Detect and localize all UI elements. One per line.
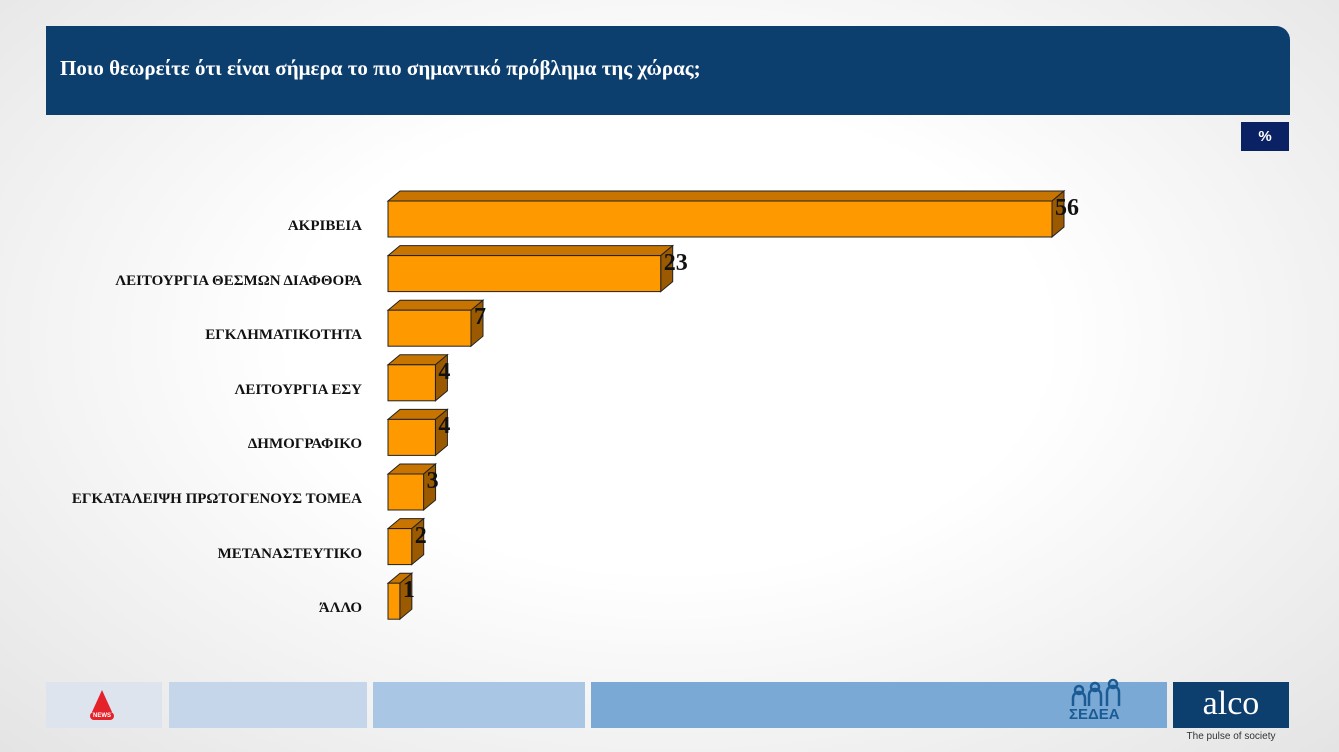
bar [387, 200, 1053, 238]
value-label: 56 [1055, 195, 1079, 221]
category-label: ΕΓΚΑΤΑΛΕΙΨΗ ΠΡΩΤΟΓΕΝΟΥΣ ΤΟΜΕΑ [42, 489, 362, 509]
alco-logo: alco [1202, 685, 1260, 722]
category-text: ΆΛΛΟ [318, 600, 362, 617]
bar-top [386, 190, 1066, 202]
chart-title: Ποιο θεωρείτε ότι είναι σήμερα το πιο ση… [60, 56, 701, 80]
category-label: ΛΕΙΤΟΥΡΓΙΑ ΘΕΣΜΩΝ ΔΙΑΦΘΟΡΑ [42, 271, 362, 291]
category-text: ΑΚΡΙΒΕΙΑ [287, 218, 362, 234]
category-label: ΑΚΡΙΒΕΙΑ [42, 216, 362, 236]
value-label: 4 [438, 413, 451, 440]
unit-label: % [1241, 122, 1289, 151]
news-logo: NEWS [93, 713, 111, 719]
bar [387, 364, 436, 402]
bar [387, 255, 662, 293]
footer-block: NEWS [46, 682, 162, 728]
category-label: ΛΕΙΤΟΥΡΓΙΑ ΕΣΥ [42, 380, 362, 400]
value-label: 1 [402, 577, 415, 604]
news-logo-icon [90, 690, 114, 720]
alco-logo-box: alco [1173, 682, 1289, 728]
bar-top [386, 299, 485, 311]
category-text: ΕΓΚΑΤΑΛΕΙΨΗ ΠΡΩΤΟΓΕΝΟΥΣ ΤΟΜΕΑ [71, 491, 362, 507]
bar [387, 582, 401, 620]
value-label: 2 [414, 522, 427, 549]
bar-top [386, 245, 675, 257]
category-text: ΕΓΚΛΗΜΑΤΙΚΟΤΗΤΑ [205, 327, 362, 344]
category-label: ΜΕΤΑΝΑΣΤΕΥΤΙΚΟ [42, 544, 362, 564]
footer-block [373, 682, 585, 728]
value-label: 4 [438, 358, 451, 385]
footer-block: ΣΕΔΕΑ [591, 678, 1167, 728]
sedea-icon [1071, 678, 1121, 706]
value-label: 7 [474, 304, 486, 331]
value-label: 3 [426, 468, 439, 494]
category-text: ΔΗΜΟΓΡΑΦΙΚΟ [247, 436, 362, 453]
sedea-logo: ΣΕΔΕΑ [1069, 706, 1120, 723]
bar [387, 309, 472, 347]
bar [387, 473, 425, 511]
value-label: 23 [663, 249, 688, 276]
category-label: ΆΛΛΟ [42, 598, 362, 618]
alco-tagline: The pulse of society [1186, 731, 1276, 742]
category-text: ΛΕΙΤΟΥΡΓΙΑ ΕΣΥ [234, 381, 362, 398]
bar [387, 528, 413, 566]
footer-block [169, 682, 367, 728]
category-label: ΕΓΚΛΗΜΑΤΙΚΟΤΗΤΑ [42, 325, 362, 345]
category-label: ΔΗΜΟΓΡΑΦΙΚΟ [42, 434, 362, 454]
title-bar: Ποιο θεωρείτε ότι είναι σήμερα το πιο ση… [46, 26, 1290, 115]
category-text: ΜΕΤΑΝΑΣΤΕΥΤΙΚΟ [217, 545, 362, 562]
category-text: ΛΕΙΤΟΥΡΓΙΑ ΘΕΣΜΩΝ ΔΙΑΦΘΟΡΑ [115, 272, 362, 289]
bar [387, 418, 436, 456]
